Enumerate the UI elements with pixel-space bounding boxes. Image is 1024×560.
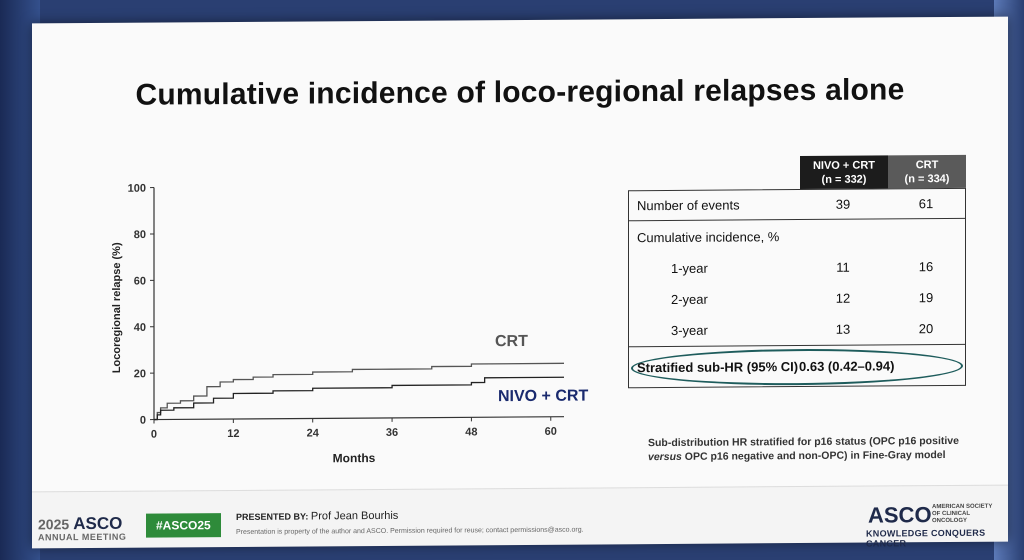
society-name: AMERICAN SOCIETY OF CLINICAL ONCOLOGY <box>932 503 993 525</box>
y-tick-label: 100 <box>128 183 146 195</box>
x-axis-label: Months <box>333 451 376 465</box>
x-tick-label: 12 <box>227 428 239 440</box>
asco-logo-right: ASCO <box>868 502 932 528</box>
x-axis-line <box>154 416 564 421</box>
slide-title: Cumulative incidence of loco-regional re… <box>135 73 905 112</box>
chart-axes: 0 20 40 60 80 100 0 12 24 36 48 60 <box>128 183 564 441</box>
x-tick-label: 24 <box>307 427 320 439</box>
header-crt: CRT (n = 334) <box>888 154 966 189</box>
y-axis-label: Locoregional relapse (%) <box>111 242 123 373</box>
results-table: NIVO + CRT (n = 332) CRT (n = 334) Numbe… <box>628 154 966 389</box>
highlight-oval <box>631 347 963 387</box>
y-tick-label: 20 <box>134 368 146 380</box>
y-tick-label: 80 <box>134 229 146 241</box>
table-row-3-year: 3-year 13 20 <box>671 321 934 338</box>
hashtag-badge: #ASCO25 <box>146 513 221 538</box>
slide: Cumulative incidence of loco-regional re… <box>32 16 1008 549</box>
presenter-credit: PRESENTED BY: Prof Jean Bourhis <box>236 509 399 523</box>
x-tick-label: 60 <box>545 426 557 438</box>
annual-meeting-label: ANNUAL MEETING <box>38 531 127 543</box>
nivo-crt-curve <box>154 376 564 421</box>
table-header: NIVO + CRT (n = 332) CRT (n = 334) <box>628 154 966 190</box>
table-row-hazard-ratio: Stratified sub-HR (95% CI) 0.63 (0.42–0.… <box>629 343 965 388</box>
y-tick-label: 40 <box>134 322 146 334</box>
header-nivo-crt: NIVO + CRT (n = 332) <box>800 155 888 190</box>
slide-footer: 2025 ASCO ANNUAL MEETING #ASCO25 PRESENT… <box>32 484 1008 549</box>
crt-curve <box>154 362 564 421</box>
table-row-cumulative: Cumulative incidence, % <box>637 228 780 245</box>
cumulative-incidence-chart: 0 20 40 60 80 100 0 12 24 36 48 60 Locoregional rel… <box>111 183 588 466</box>
y-tick-label: 60 <box>134 275 146 287</box>
crt-series-label: CRT <box>495 333 528 350</box>
table-body: Number of events 39 61 Cumulative incide… <box>628 187 966 389</box>
permission-notice: Presentation is property of the author a… <box>236 526 584 536</box>
nivo-series-label: NIVO + CRT <box>498 388 588 406</box>
x-tick-label: 48 <box>465 426 477 438</box>
tagline: KNOWLEDGE CONQUERS CANCER <box>866 527 986 549</box>
footnote: Sub-distribution HR stratified for p16 s… <box>648 434 959 464</box>
table-row-events: Number of events 39 61 <box>629 188 965 222</box>
x-tick-label: 0 <box>151 429 157 441</box>
x-tick-label: 36 <box>386 427 398 439</box>
y-tick-label: 0 <box>140 415 146 427</box>
table-row-1-year: 1-year 11 16 <box>671 259 934 276</box>
table-row-2-year: 2-year 12 19 <box>671 290 934 307</box>
chart-series <box>154 362 564 421</box>
